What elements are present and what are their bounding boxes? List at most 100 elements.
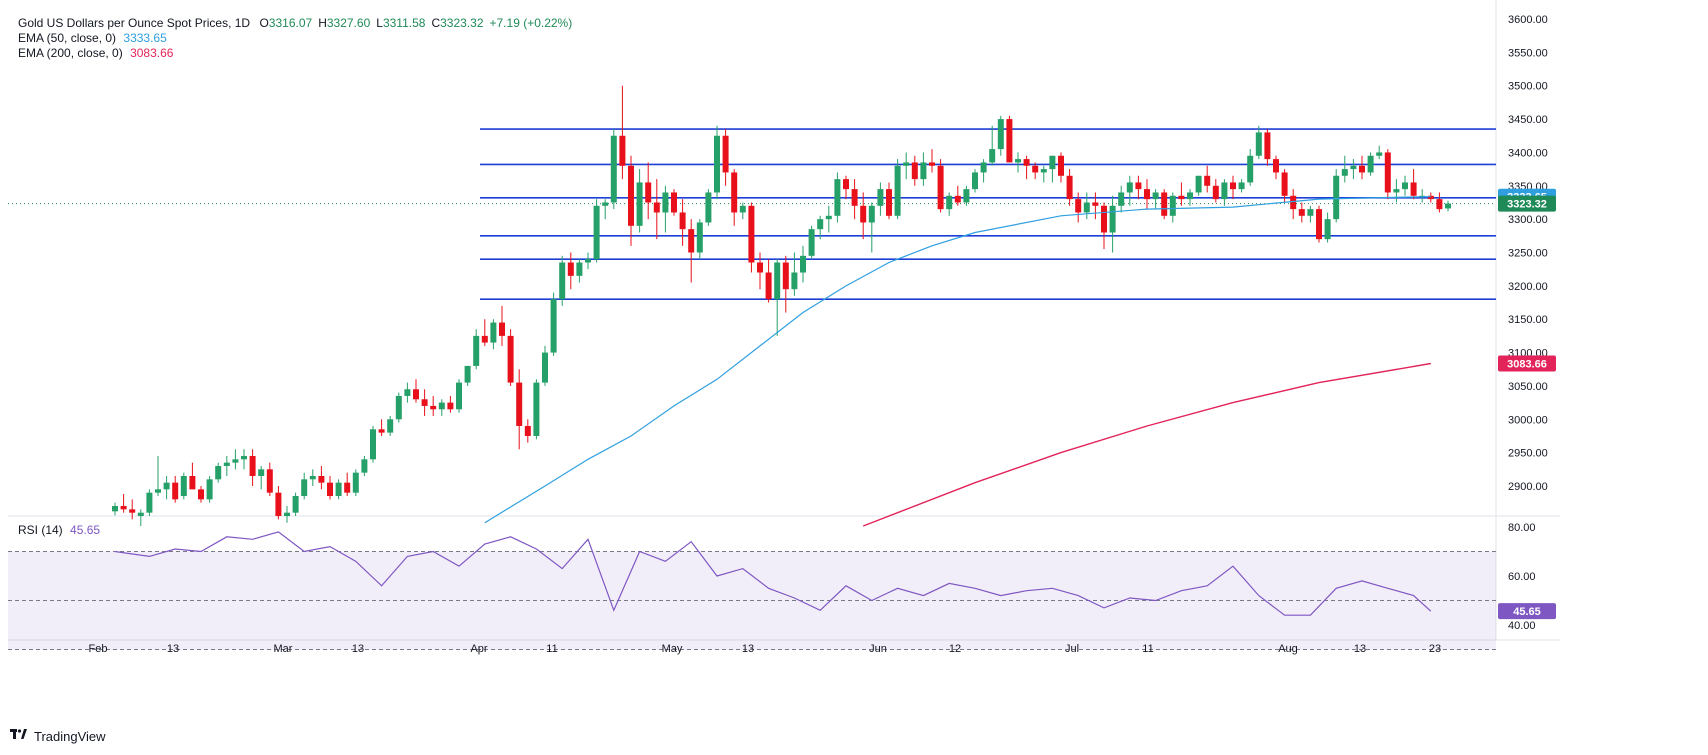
candle-body bbox=[1109, 205, 1116, 233]
candle-body bbox=[628, 165, 634, 226]
candle-body bbox=[696, 222, 703, 253]
price-tick-label: 3200.00 bbox=[1508, 281, 1548, 293]
candle-body bbox=[1006, 119, 1013, 163]
candle-body bbox=[1187, 192, 1193, 200]
candle-body bbox=[1298, 209, 1305, 216]
time-tick-label: 12 bbox=[949, 643, 961, 655]
ohlc-readout: O3316.07 H3327.60 L3311.58 C3323.32 +7.19 (+… bbox=[253, 16, 572, 30]
candle-body bbox=[817, 219, 824, 230]
candle-body bbox=[1238, 182, 1245, 190]
candle-body bbox=[903, 162, 910, 166]
price-tick-label: 3300.00 bbox=[1508, 214, 1548, 226]
candle-body bbox=[997, 119, 1004, 150]
candle-body bbox=[163, 482, 170, 490]
candle-body bbox=[473, 335, 480, 366]
ema200-value: 3083.66 bbox=[130, 46, 174, 60]
ohlc-change: +7.19 (+0.22%) bbox=[489, 16, 573, 30]
candle-body bbox=[1023, 159, 1030, 166]
rsi-tick-label: 60.00 bbox=[1508, 571, 1536, 583]
candle-body bbox=[1221, 182, 1228, 200]
candle-body bbox=[1410, 182, 1417, 196]
time-tick-label: Feb bbox=[89, 643, 108, 655]
candle-body bbox=[1066, 175, 1073, 200]
time-tick-label: 13 bbox=[1354, 643, 1366, 655]
candle-body bbox=[567, 262, 574, 276]
price-tick-label: 3500.00 bbox=[1508, 81, 1548, 93]
candle-body bbox=[1092, 202, 1099, 206]
candle-body bbox=[1324, 219, 1331, 240]
rsi-line bbox=[114, 531, 1432, 616]
candle-body bbox=[1384, 152, 1391, 193]
candle-body bbox=[1204, 175, 1211, 186]
candle-body bbox=[1290, 195, 1297, 210]
candle-body bbox=[636, 182, 643, 226]
candle-body bbox=[748, 205, 755, 263]
candle-body bbox=[1402, 182, 1408, 190]
candle-body bbox=[1307, 209, 1314, 216]
candle-body bbox=[1152, 192, 1159, 200]
candle-body bbox=[559, 262, 566, 300]
candle-body bbox=[241, 455, 247, 460]
tradingview-brand[interactable]: TradingView bbox=[10, 728, 106, 744]
candle-body bbox=[980, 162, 987, 173]
candle-body bbox=[894, 165, 901, 216]
price-tick-label: 3600.00 bbox=[1508, 14, 1548, 26]
tradingview-logo-icon bbox=[10, 728, 28, 744]
candle-body bbox=[834, 179, 841, 216]
price-tick-label: 3400.00 bbox=[1508, 147, 1548, 159]
candle-body bbox=[1161, 192, 1168, 216]
candle-body bbox=[731, 172, 738, 213]
candle-body bbox=[395, 395, 402, 420]
candle-body bbox=[456, 382, 462, 410]
candle-body bbox=[464, 365, 471, 383]
candle-body bbox=[688, 229, 695, 253]
candle-body bbox=[335, 482, 342, 497]
candle-body bbox=[550, 299, 557, 353]
time-tick-label: 11 bbox=[1142, 643, 1153, 655]
time-tick-label: 11 bbox=[546, 643, 557, 655]
candle-body bbox=[1195, 175, 1202, 193]
candle-body bbox=[714, 135, 720, 193]
candle-body bbox=[653, 202, 660, 213]
candle-body bbox=[430, 405, 437, 410]
candle-body bbox=[1075, 199, 1082, 213]
candle-body bbox=[137, 512, 144, 517]
candle-body bbox=[722, 135, 729, 173]
ema200-price-tag-bg bbox=[1498, 355, 1556, 372]
candles bbox=[112, 85, 1451, 527]
candle-body bbox=[146, 492, 153, 513]
candle-body bbox=[1367, 155, 1374, 173]
price-tick-label: 3450.00 bbox=[1508, 114, 1548, 126]
candle-body bbox=[352, 472, 359, 493]
rsi-tick-label: 40.00 bbox=[1508, 620, 1536, 632]
candle-body bbox=[774, 262, 781, 300]
candle-body bbox=[516, 382, 523, 426]
candle-body bbox=[266, 469, 273, 493]
candle-body bbox=[705, 192, 712, 223]
candle-body bbox=[327, 482, 333, 497]
candle-body bbox=[1333, 175, 1340, 220]
candle-body bbox=[1083, 202, 1090, 213]
rsi-label: RSI (14) bbox=[18, 523, 63, 537]
candle-body bbox=[284, 512, 290, 517]
candle-body bbox=[361, 459, 368, 473]
time-tick-label: Jul bbox=[1065, 643, 1079, 655]
time-tick-label: Aug bbox=[1278, 643, 1298, 655]
candle-body bbox=[602, 202, 609, 206]
candle-body bbox=[1101, 205, 1107, 233]
time-tick-label: 13 bbox=[352, 643, 364, 655]
candle-body bbox=[989, 149, 996, 163]
candle-body bbox=[610, 135, 617, 203]
candle-body bbox=[189, 475, 196, 490]
candle-body bbox=[524, 425, 531, 436]
candle-body bbox=[1255, 132, 1262, 156]
candle-body bbox=[1058, 155, 1064, 176]
candle-body bbox=[378, 429, 385, 433]
time-tick-label: Jun bbox=[869, 643, 887, 655]
candle-body bbox=[1427, 195, 1434, 200]
candle-body bbox=[671, 192, 677, 213]
candle-body bbox=[507, 335, 514, 383]
candle-body bbox=[1393, 189, 1400, 193]
candle-body bbox=[180, 475, 187, 497]
